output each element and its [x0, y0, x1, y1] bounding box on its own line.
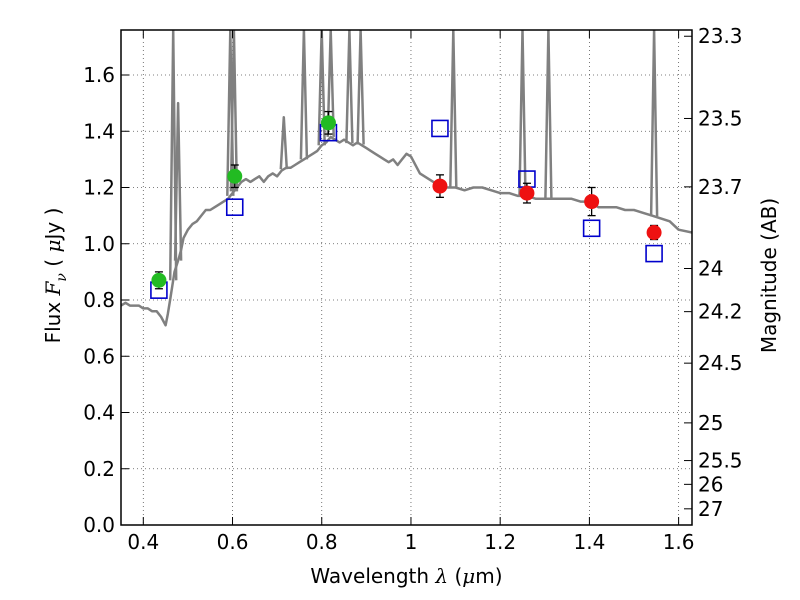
- emission-line-spike: [356, 30, 365, 145]
- axis-ticks: 0.4 0.6 0.8 1 1.2 1.4 1.6 0.0 0.2 0.4 0.6 0.8 1.0 1.2…: [83, 24, 742, 554]
- model-spectrum-path: [121, 135, 692, 327]
- red-data-point: [432, 178, 448, 194]
- emission-line-spike: [345, 30, 354, 144]
- emission-line-spike: [518, 30, 527, 196]
- emission-line-spike: [317, 30, 326, 146]
- y2-tick-label: 23.5: [698, 106, 743, 130]
- emission-line-spike: [649, 30, 659, 217]
- square-marker: [582, 219, 601, 238]
- red-data-point: [584, 194, 600, 210]
- y-tick-label: 0.2: [83, 457, 115, 481]
- y2-tick-label: 24: [698, 256, 723, 280]
- emission-line-spike: [229, 30, 239, 192]
- plot-frame: [120, 29, 693, 526]
- square-marker: [225, 198, 244, 216]
- x-axis-title: Wavelength λ (μm): [310, 564, 502, 588]
- x-tick-label: 0.4: [127, 530, 159, 554]
- y-tick-label: 1.0: [83, 232, 115, 256]
- y2-tick-label: 25: [698, 411, 723, 435]
- emission-line-spike: [299, 30, 309, 160]
- emission-line-spike: [173, 101, 183, 261]
- square-marker: [431, 119, 449, 138]
- emission-line-spike: [544, 30, 553, 199]
- emission-line-spike: [279, 115, 289, 170]
- y2-tick-label: 24.2: [698, 300, 743, 324]
- y-tick-label: 0.4: [83, 401, 115, 425]
- data-points: [150, 110, 663, 299]
- red-data-point: [646, 225, 662, 240]
- y-tick-label: 1.4: [83, 119, 115, 143]
- model-spectrum-line: [121, 30, 692, 327]
- y2-axis-title: Magnitude (AB): [757, 198, 781, 353]
- x-tick-label: 0.8: [306, 530, 338, 554]
- y2-tick-label: 25.5: [698, 449, 743, 473]
- grid-lines: [121, 30, 692, 526]
- y2-tick-label: 23.7: [698, 175, 743, 199]
- y2-tick-label: 26: [698, 472, 723, 496]
- green-data-point: [151, 272, 167, 288]
- x-tick-label: 1.4: [573, 530, 605, 554]
- y-axis-title: Flux Fν ( μJy ): [41, 208, 70, 344]
- y2-tick-label: 27: [698, 497, 723, 521]
- green-data-point: [227, 168, 243, 184]
- x-tick-label: 1.6: [663, 530, 695, 554]
- y-tick-label: 1.2: [83, 176, 115, 200]
- red-data-point: [519, 185, 535, 201]
- y2-tick-label: 24.5: [698, 351, 743, 375]
- y-tick-label: 0.0: [83, 513, 115, 537]
- emission-line-spike: [449, 30, 458, 188]
- x-tick-label: 1: [405, 530, 418, 554]
- y-tick-label: 0.8: [83, 288, 115, 312]
- square-marker: [645, 244, 663, 263]
- green-data-point: [320, 115, 336, 131]
- x-tick-label: 1.2: [484, 530, 516, 554]
- y2-tick-label: 23.3: [698, 24, 743, 48]
- y-tick-label: 1.6: [83, 63, 115, 87]
- x-tick-label: 0.6: [217, 530, 249, 554]
- emission-line-spike: [326, 30, 335, 137]
- y-tick-label: 0.6: [83, 344, 115, 368]
